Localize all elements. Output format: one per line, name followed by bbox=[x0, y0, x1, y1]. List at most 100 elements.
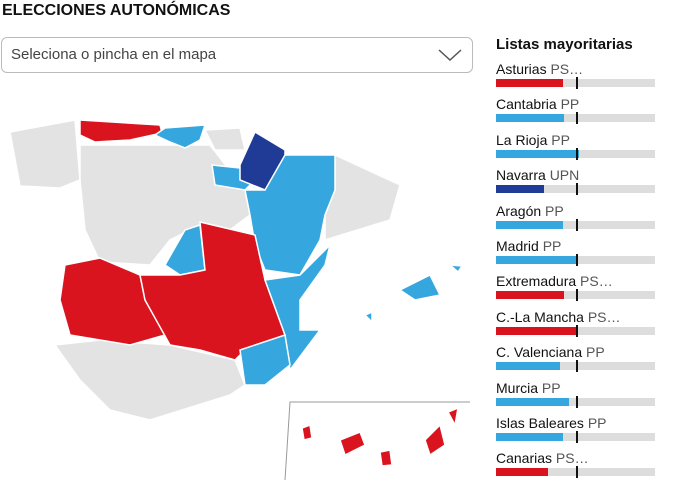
seat-bar bbox=[496, 432, 563, 441]
list-title: Listas mayoritarias bbox=[496, 36, 633, 53]
bar-track bbox=[496, 289, 655, 302]
row-label: Canarias PS… bbox=[496, 450, 655, 466]
region-name: Canarias bbox=[496, 450, 553, 467]
row-label: Cantabria PP bbox=[496, 96, 655, 112]
page-title: ELECCIONES AUTONÓMICAS bbox=[2, 2, 231, 19]
bar-track bbox=[496, 360, 655, 373]
party-name: UPN bbox=[549, 167, 580, 184]
region-dropdown[interactable]: Seleciona o pincha en el mapa bbox=[1, 37, 473, 73]
party-name: PP bbox=[541, 379, 561, 396]
bar-track bbox=[496, 218, 655, 231]
region-shape[interactable] bbox=[424, 423, 446, 457]
majority-marker bbox=[575, 324, 578, 337]
row-label: Aragón PP bbox=[496, 203, 655, 219]
majority-marker bbox=[575, 289, 578, 302]
list-row[interactable]: Canarias PS… bbox=[496, 450, 655, 485]
list-row[interactable]: Extremadura PS… bbox=[496, 273, 655, 308]
row-label: Islas Baleares PP bbox=[496, 415, 655, 431]
party-name: PP bbox=[587, 414, 607, 431]
list-row[interactable]: Asturias PS… bbox=[496, 61, 655, 96]
bar-track bbox=[496, 430, 655, 443]
seat-bar bbox=[496, 185, 544, 194]
majority-marker bbox=[575, 360, 578, 373]
region-name: Navarra bbox=[496, 167, 546, 184]
list-row[interactable]: Murcia PP bbox=[496, 380, 655, 415]
region-name: Islas Baleares bbox=[496, 414, 584, 431]
list-row[interactable]: C. Valenciana PP bbox=[496, 344, 655, 379]
bar-track bbox=[496, 324, 655, 337]
region-shape[interactable] bbox=[363, 310, 373, 324]
canarias-inset-frame bbox=[284, 401, 470, 480]
bar-track bbox=[496, 253, 655, 266]
majority-list: Listas mayoritarias Asturias PS… Cantabri… bbox=[496, 36, 655, 486]
region-name: Madrid bbox=[496, 237, 539, 254]
seat-bar bbox=[496, 468, 549, 477]
list-row[interactable]: La Rioja PP bbox=[496, 132, 655, 167]
seat-bar bbox=[496, 149, 579, 158]
bar-track bbox=[496, 183, 655, 196]
region-shape[interactable] bbox=[398, 273, 442, 301]
majority-marker bbox=[575, 112, 578, 125]
row-label: Murcia PP bbox=[496, 380, 655, 396]
bar-track bbox=[496, 112, 655, 125]
list-row[interactable]: C.-La Mancha PS… bbox=[496, 309, 655, 344]
party-name: PP bbox=[560, 96, 580, 113]
seat-bar bbox=[496, 362, 560, 371]
majority-marker bbox=[575, 395, 578, 408]
region-shape[interactable] bbox=[446, 406, 459, 428]
party-name: PP bbox=[542, 237, 562, 254]
seat-bar bbox=[496, 220, 563, 229]
party-name: PP bbox=[551, 131, 570, 148]
majority-marker bbox=[575, 253, 578, 266]
map[interactable] bbox=[0, 80, 480, 480]
majority-marker bbox=[575, 430, 578, 443]
region-shape[interactable] bbox=[244, 154, 336, 276]
majority-marker bbox=[575, 218, 578, 231]
list-row[interactable]: Navarra UPN bbox=[496, 167, 655, 202]
party-name: PP bbox=[586, 344, 605, 361]
row-label: Madrid PP bbox=[496, 238, 655, 254]
majority-marker bbox=[575, 147, 578, 160]
bar-track bbox=[496, 466, 655, 479]
region-shape[interactable] bbox=[263, 242, 332, 372]
party-name: PS… bbox=[550, 61, 584, 77]
party-name: PS… bbox=[587, 308, 621, 325]
region-shape[interactable] bbox=[59, 257, 167, 346]
list-row[interactable]: Madrid PP bbox=[496, 238, 655, 273]
region-cataluna[interactable] bbox=[324, 153, 401, 242]
seat-bar bbox=[496, 79, 563, 87]
dropdown-arrow bbox=[438, 49, 462, 62]
list-row[interactable]: Cantabria PP bbox=[496, 96, 655, 131]
region-shape[interactable] bbox=[339, 431, 366, 457]
region-shape[interactable] bbox=[79, 119, 163, 143]
region-shape[interactable] bbox=[379, 449, 393, 467]
majority-marker bbox=[575, 77, 578, 89]
region-shape[interactable] bbox=[153, 124, 207, 149]
list-row[interactable]: Aragón PP bbox=[496, 203, 655, 238]
row-label: Navarra UPN bbox=[496, 167, 655, 183]
region-shape[interactable] bbox=[211, 164, 257, 191]
region-shape[interactable] bbox=[447, 264, 464, 274]
seat-bar bbox=[496, 326, 578, 335]
region-shape[interactable] bbox=[301, 423, 313, 441]
region-shape[interactable] bbox=[239, 334, 291, 386]
seat-bar bbox=[496, 114, 565, 123]
region-galicia[interactable] bbox=[9, 119, 81, 189]
region-name: C.-La Mancha bbox=[496, 308, 584, 325]
party-name: PP bbox=[545, 202, 564, 219]
row-label: Asturias PS… bbox=[496, 61, 655, 77]
seat-bar bbox=[496, 291, 565, 300]
party-name: PS… bbox=[580, 273, 613, 290]
region-name: C. Valenciana bbox=[496, 344, 583, 361]
region-pais-vasco[interactable] bbox=[203, 127, 246, 151]
row-label: C.-La Mancha PS… bbox=[496, 309, 655, 325]
party-name: PS… bbox=[555, 450, 589, 467]
bar-track bbox=[496, 147, 655, 160]
region-name: Murcia bbox=[496, 379, 539, 396]
list-row[interactable]: Islas Baleares PP bbox=[496, 415, 655, 450]
dropdown-placeholder: Seleciona o pincha en el mapa bbox=[11, 46, 217, 63]
bar-track bbox=[496, 395, 655, 408]
row-label: Extremadura PS… bbox=[496, 273, 655, 289]
row-label: La Rioja PP bbox=[496, 132, 655, 148]
